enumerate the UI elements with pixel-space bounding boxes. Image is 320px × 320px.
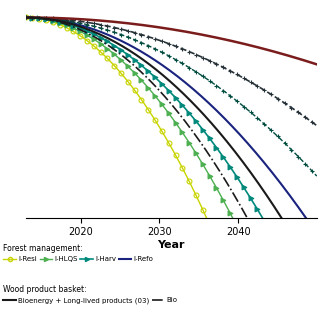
X-axis label: Year: Year xyxy=(157,240,185,250)
Legend: Bioenergy + Long-lived products (03), Bio: Bioenergy + Long-lived products (03), Bi… xyxy=(4,285,178,304)
Legend: I-Resi, I-HLQS, I-Harv, I-Refo: I-Resi, I-HLQS, I-Harv, I-Refo xyxy=(4,244,153,262)
